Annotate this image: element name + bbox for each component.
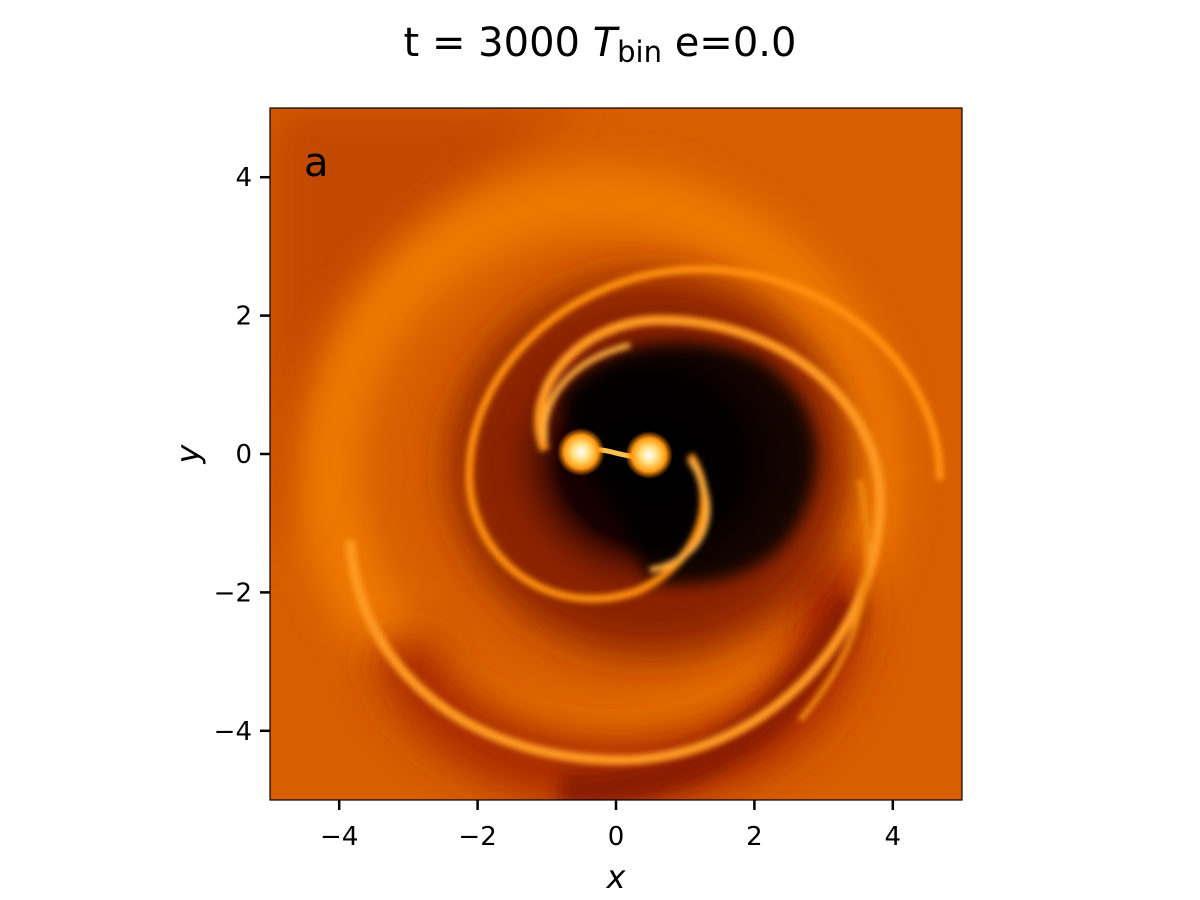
title-symbol: T (593, 20, 621, 66)
density-image (270, 108, 962, 800)
chart-title: t = 3000 Tbin e=0.0 (404, 20, 797, 69)
y-tick-label: −4 (214, 717, 252, 747)
y-tick-label: 4 (235, 163, 252, 193)
x-tick-label: 2 (746, 822, 763, 852)
x-tick-label: −2 (458, 822, 496, 852)
title-subscript: bin (617, 35, 662, 69)
x-tick-label: 4 (885, 822, 902, 852)
y-tick-label: −2 (214, 578, 252, 608)
x-axis-label: x (606, 858, 627, 896)
y-tick-label: 2 (235, 302, 252, 332)
title-text: t = 3000 (404, 20, 593, 66)
panel-label: a (304, 140, 329, 186)
title-text: e=0.0 (662, 20, 796, 66)
y-tick-label: 0 (235, 440, 252, 470)
x-tick-label: 0 (608, 822, 625, 852)
y-axis-label: y (169, 443, 207, 464)
x-tick-label: −4 (320, 822, 358, 852)
